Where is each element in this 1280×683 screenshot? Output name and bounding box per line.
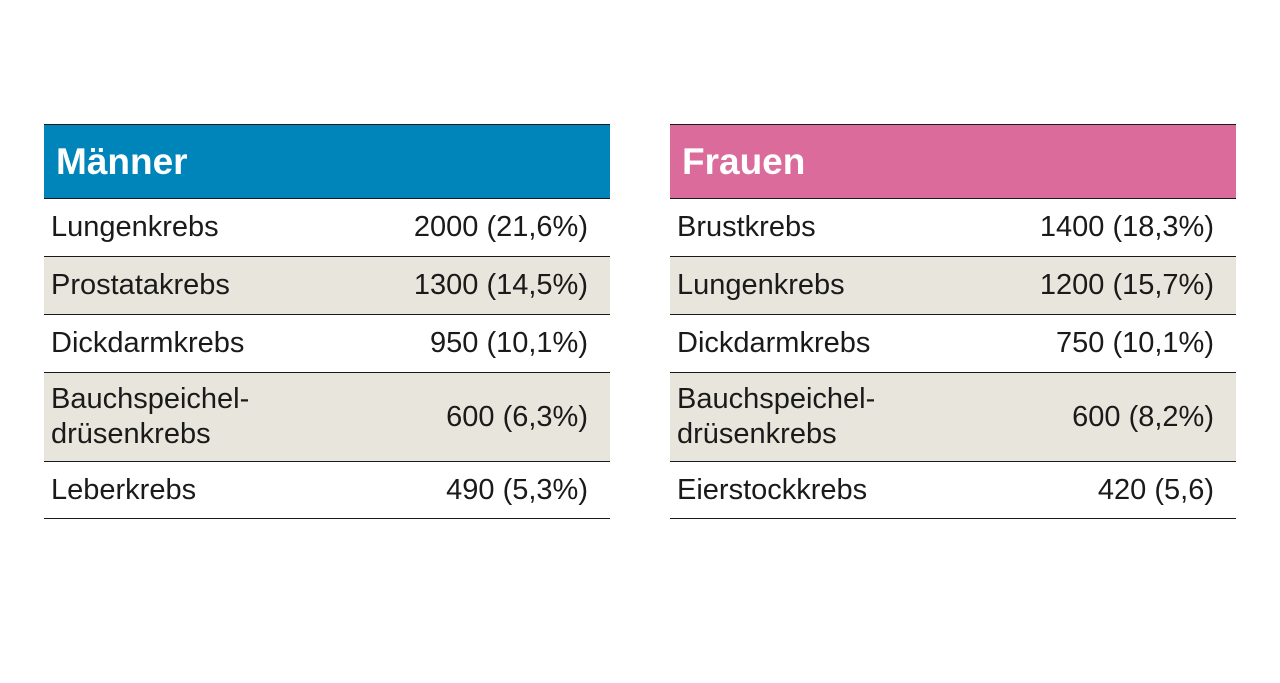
row-value: 600 (8,2%) — [1072, 400, 1214, 433]
table-row: Leberkrebs 490 (5,3%) — [44, 461, 610, 519]
row-value: 1300 (14,5%) — [413, 269, 588, 302]
row-label: Prostatakrebs — [51, 269, 230, 302]
table-row: Lungenkrebs 1200 (15,7%) — [670, 256, 1236, 314]
table-row: Dickdarmkrebs 750 (10,1%) — [670, 314, 1236, 372]
women-table: Frauen Brustkrebs 1400 (18,3%) Lungenkre… — [670, 124, 1236, 519]
row-label: Lungenkrebs — [677, 269, 845, 302]
row-value: 600 (6,3%) — [446, 400, 588, 433]
men-table-header: Männer — [44, 124, 610, 198]
row-value: 750 (10,1%) — [1056, 327, 1214, 360]
row-label: Dickdarmkrebs — [51, 327, 245, 360]
row-value: 950 (10,1%) — [430, 327, 588, 360]
table-row: Lungenkrebs 2000 (21,6%) — [44, 198, 610, 256]
men-table-title: Männer — [56, 140, 188, 182]
row-label: Eierstockkrebs — [677, 473, 868, 506]
row-label: Lungenkrebs — [51, 211, 219, 244]
row-label: Bauchspeichel- drüsenkrebs — [51, 383, 250, 450]
row-value: 1200 (15,7%) — [1039, 269, 1214, 302]
men-table: Männer Lungenkrebs 2000 (21,6%) Prostata… — [44, 124, 610, 519]
row-label: Dickdarmkrebs — [677, 327, 871, 360]
row-label: Brustkrebs — [677, 211, 816, 244]
women-table-header: Frauen — [670, 124, 1236, 198]
row-label: Leberkrebs — [51, 473, 197, 506]
table-row: Eierstockkrebs 420 (5,6) — [670, 461, 1236, 519]
row-value: 420 (5,6) — [1097, 473, 1214, 506]
table-row: Brustkrebs 1400 (18,3%) — [670, 198, 1236, 256]
row-label: Bauchspeichel- drüsenkrebs — [677, 383, 876, 450]
row-value: 490 (5,3%) — [446, 473, 588, 506]
table-row: Bauchspeichel- drüsenkrebs 600 (6,3%) — [44, 372, 610, 461]
row-value: 2000 (21,6%) — [413, 211, 588, 244]
women-table-title: Frauen — [682, 140, 806, 182]
table-row: Prostatakrebs 1300 (14,5%) — [44, 256, 610, 314]
table-row: Bauchspeichel- drüsenkrebs 600 (8,2%) — [670, 372, 1236, 461]
row-value: 1400 (18,3%) — [1039, 211, 1214, 244]
table-row: Dickdarmkrebs 950 (10,1%) — [44, 314, 610, 372]
